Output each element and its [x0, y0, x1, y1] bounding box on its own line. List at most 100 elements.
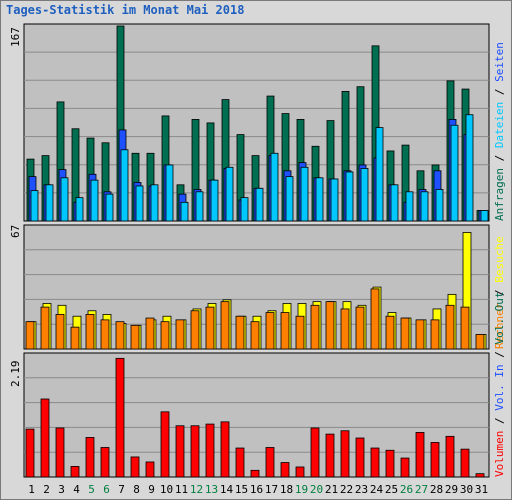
- bar-dateien-day-30: [465, 114, 474, 222]
- x-tick-day-30: 30: [460, 483, 473, 496]
- bar-rechner-day-13: [205, 306, 215, 350]
- bar-rechner-day-11: [175, 319, 185, 350]
- legend-middle-part-0: Rechner: [493, 302, 506, 349]
- bar-dateien-day-28: [435, 189, 444, 222]
- bar-dateien-day-9: [150, 184, 159, 222]
- bar-dateien-day-29: [450, 124, 459, 222]
- bar-volumen-day-26: [400, 457, 410, 478]
- bar-rechner-day-22: [340, 308, 350, 350]
- bar-dateien-day-23: [360, 168, 369, 222]
- legend-bottom-part-4: Vol. Out: [493, 292, 506, 345]
- bar-volumen-day-13: [205, 423, 215, 478]
- bar-volumen-day-7: [115, 357, 125, 478]
- x-tick-day-23: 23: [355, 483, 368, 496]
- legend-bottom-part-0: Volumen: [493, 431, 506, 477]
- bar-rechner-day-3: [55, 314, 65, 350]
- legend-bottom-part-2: Vol. In: [493, 364, 506, 410]
- bar-dateien-day-6: [105, 193, 114, 222]
- bar-volumen-day-10: [160, 411, 170, 478]
- bar-volumen-day-2: [40, 398, 50, 478]
- top-panel-max-label: 167: [9, 27, 22, 47]
- bar-dateien-day-25: [390, 184, 399, 222]
- bar-dateien-day-2: [45, 184, 54, 222]
- bar-rechner-day-24: [370, 288, 380, 350]
- bar-volumen-day-20: [310, 427, 320, 478]
- bar-dateien-day-15: [240, 197, 249, 222]
- bar-rechner-day-25: [385, 315, 395, 350]
- bar-dateien-day-27: [420, 191, 429, 222]
- bar-dateien-day-10: [165, 164, 174, 222]
- bar-rechner-day-26: [400, 317, 410, 350]
- x-tick-day-3: 3: [58, 483, 65, 496]
- bar-rechner-day-16: [250, 321, 260, 350]
- bar-rechner-day-29: [445, 304, 455, 350]
- x-tick-day-7: 7: [118, 483, 125, 496]
- bar-dateien-day-13: [210, 179, 219, 222]
- bar-rechner-day-9: [145, 317, 155, 350]
- legend-middle-part-1: /: [493, 283, 506, 303]
- bar-rechner-day-21: [325, 301, 335, 350]
- bar-dateien-day-21: [330, 178, 339, 222]
- x-tick-day-18: 18: [280, 483, 293, 496]
- bar-volumen-day-17: [265, 447, 275, 478]
- bottom-panel-max-label: 2.19: [9, 361, 22, 388]
- bar-rechner-day-17: [265, 312, 275, 350]
- legend-top-part-3: /: [493, 82, 506, 102]
- x-tick-day-2: 2: [43, 483, 50, 496]
- bar-dateien-day-7: [120, 149, 129, 222]
- legend-middle-part-2: Besuche: [493, 236, 506, 282]
- panel-top-legend: Anfragen / Dateien / Seiten: [493, 42, 506, 221]
- x-tick-day-27: 27: [415, 483, 428, 496]
- x-tick-day-19: 19: [295, 483, 308, 496]
- x-tick-day-4: 4: [73, 483, 80, 496]
- x-tick-day-9: 9: [148, 483, 155, 496]
- x-tick-day-21: 21: [325, 483, 338, 496]
- bar-volumen-day-24: [370, 447, 380, 478]
- x-tick-day-20: 20: [310, 483, 323, 496]
- bar-rechner-day-19: [295, 315, 305, 350]
- bar-volumen-day-19: [295, 466, 305, 478]
- bar-volumen-day-12: [190, 425, 200, 478]
- bar-dateien-day-31: [480, 210, 489, 222]
- bar-rechner-day-20: [310, 304, 320, 350]
- bar-rechner-day-7: [115, 321, 125, 350]
- bar-dateien-day-22: [345, 171, 354, 222]
- bar-rechner-day-6: [100, 319, 110, 350]
- x-tick-day-11: 11: [175, 483, 188, 496]
- bar-dateien-day-17: [270, 152, 279, 222]
- legend-bottom-part-3: /: [493, 345, 506, 365]
- bar-volumen-day-16: [250, 469, 260, 478]
- bar-dateien-day-8: [135, 185, 144, 222]
- chart-title: Tages-Statistik im Monat Mai 2018: [6, 3, 245, 17]
- bar-volumen-day-25: [385, 449, 395, 478]
- bar-dateien-day-26: [405, 191, 414, 222]
- panel-middle-legend: Rechner / Besuche: [493, 236, 506, 349]
- bar-volumen-day-22: [340, 430, 350, 478]
- bar-rechner-day-1: [25, 321, 35, 350]
- legend-top-part-1: /: [493, 148, 506, 168]
- bar-dateien-day-20: [315, 177, 324, 222]
- bar-rechner-day-10: [160, 321, 170, 350]
- bar-volumen-day-6: [100, 447, 110, 478]
- legend-top-part-2: Dateien: [493, 102, 506, 148]
- bar-rechner-day-15: [235, 315, 245, 350]
- bar-volumen-day-3: [55, 427, 65, 478]
- bar-volumen-day-11: [175, 425, 185, 478]
- bar-volumen-day-27: [415, 432, 425, 478]
- bar-volumen-day-8: [130, 456, 140, 478]
- x-tick-day-8: 8: [133, 483, 140, 496]
- bar-rechner-day-12: [190, 310, 200, 350]
- bar-dateien-day-24: [375, 127, 384, 222]
- x-tick-day-12: 12: [190, 483, 203, 496]
- legend-bottom-part-1: /: [493, 411, 506, 431]
- bar-rechner-day-8: [130, 324, 140, 350]
- bar-volumen-day-1: [25, 428, 35, 478]
- bar-volumen-day-15: [235, 447, 245, 478]
- middle-panel-max-label: 67: [9, 225, 22, 238]
- bar-volumen-day-23: [355, 437, 365, 478]
- bar-dateien-day-4: [75, 197, 84, 222]
- bar-volumen-day-28: [430, 442, 440, 478]
- x-tick-day-25: 25: [385, 483, 398, 496]
- bar-dateien-day-19: [300, 166, 309, 222]
